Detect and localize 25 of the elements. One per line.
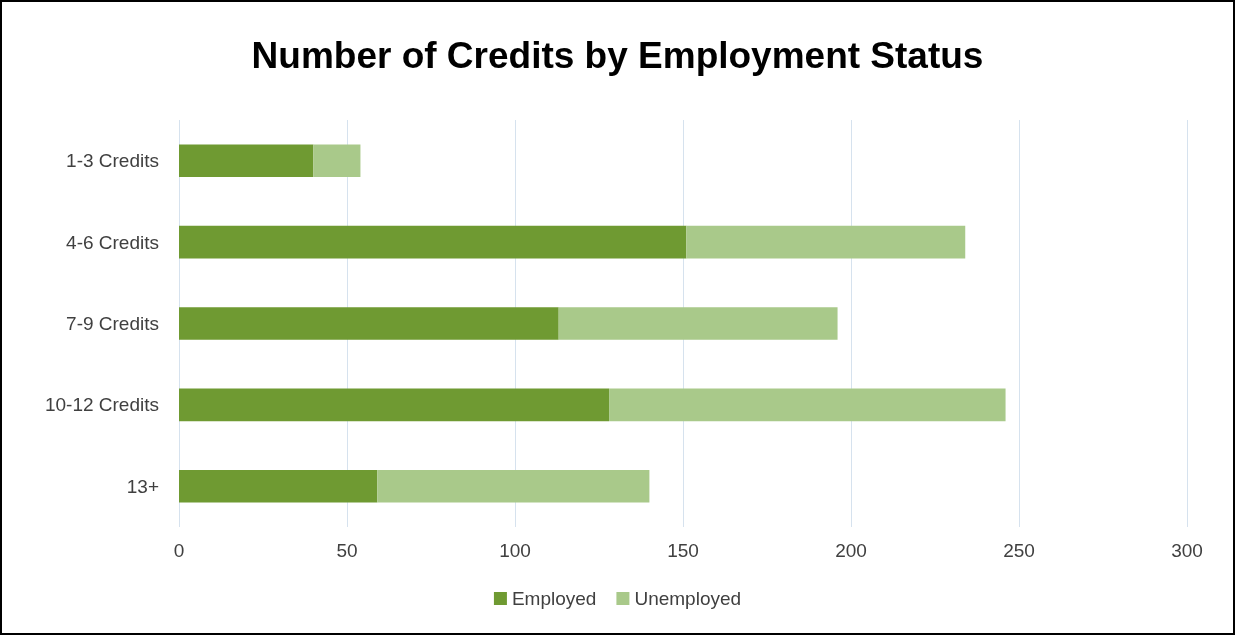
bar: [179, 470, 378, 503]
y-tick-label: 13+: [126, 475, 159, 497]
bar: [558, 307, 838, 340]
bar: [313, 144, 361, 177]
x-tick-label: 0: [173, 540, 185, 561]
x-tick-label: 50: [336, 540, 358, 561]
x-tick-label: 300: [1171, 540, 1203, 561]
y-tick-label: 1-3 Credits: [66, 150, 159, 172]
x-tick-label: 150: [667, 540, 699, 561]
y-tick-label: 10-12 Credits: [44, 394, 159, 416]
bar: [686, 225, 966, 259]
bar: [179, 144, 314, 177]
x-tick-label: 250: [1003, 540, 1035, 561]
y-tick-label: 4-6 Credits: [66, 231, 159, 253]
legend-label: Employed: [511, 588, 597, 609]
bar: [179, 388, 610, 422]
x-tick-label: 100: [499, 540, 531, 561]
y-tick-label: 7-9 Credits: [66, 313, 159, 334]
chart-title: Number of Credits by Employment Status: [251, 35, 984, 76]
bar: [179, 307, 559, 340]
legend-label: Unemployed: [634, 588, 742, 609]
x-tick-label: 200: [835, 540, 867, 561]
bar: [609, 388, 1006, 422]
bar: [377, 470, 650, 503]
bar: [179, 225, 687, 259]
